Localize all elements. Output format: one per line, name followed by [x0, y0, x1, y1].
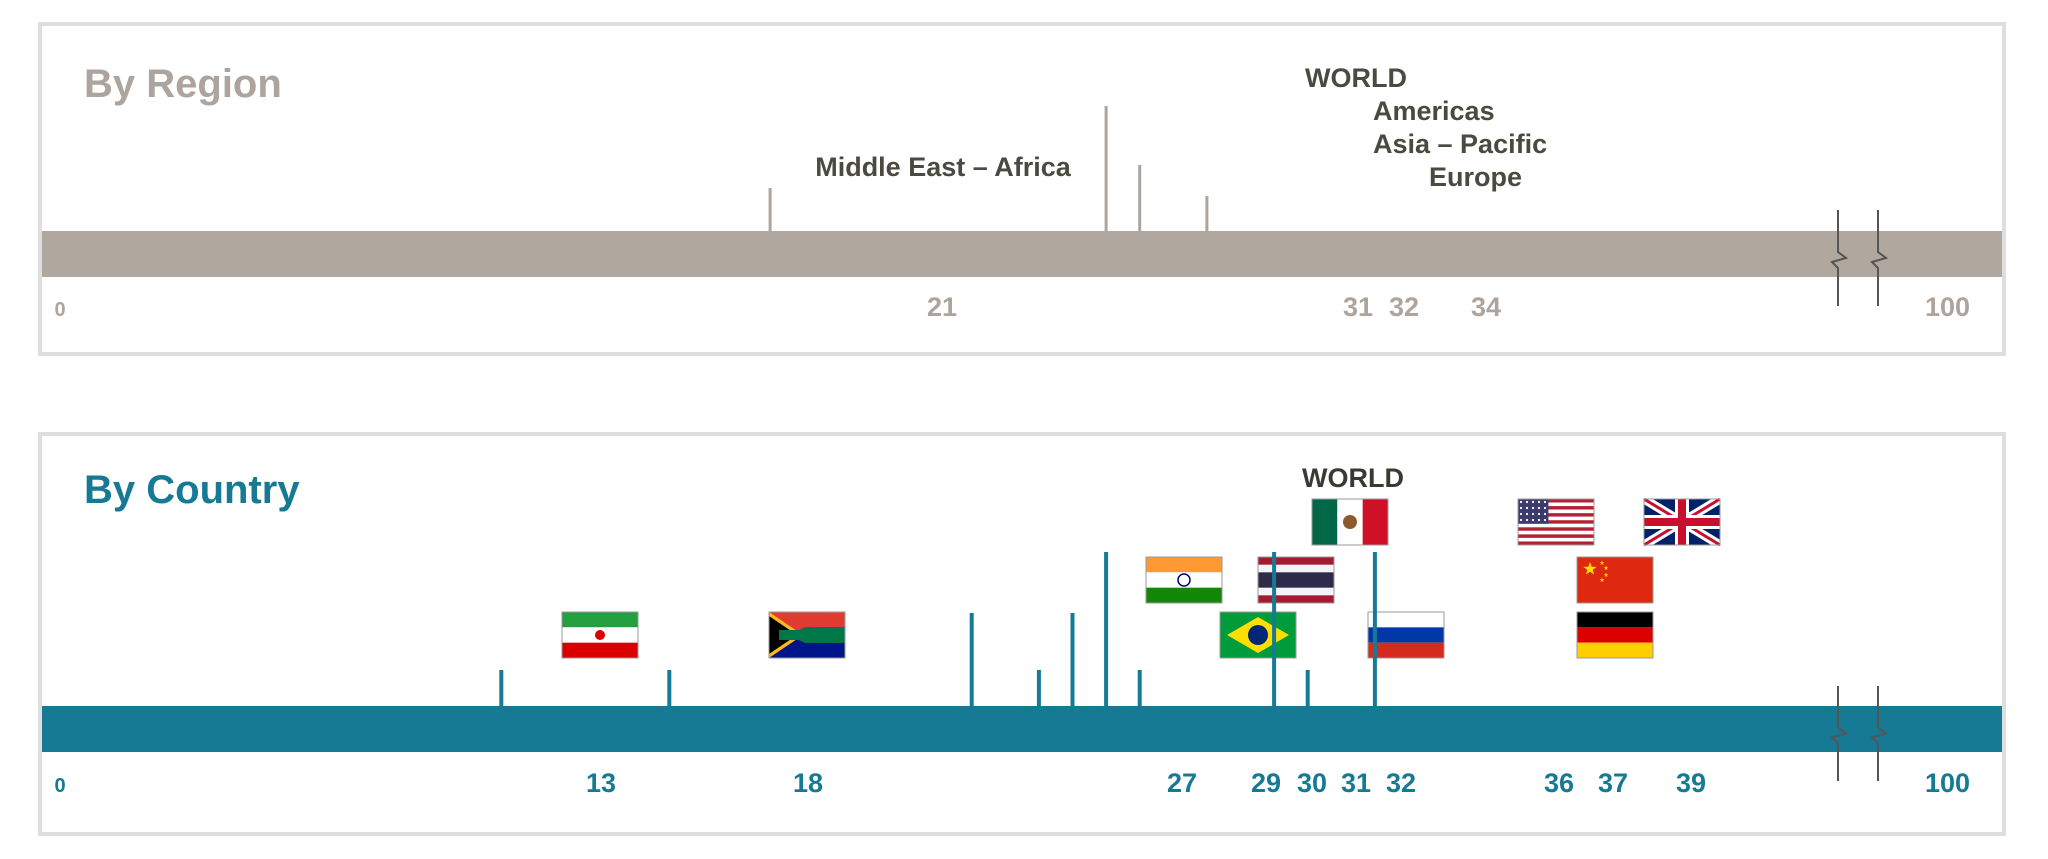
country-panel-title: By Country [84, 468, 300, 512]
country-value-label-7: 32 [1386, 768, 1416, 798]
region-label-3: Americas [1373, 96, 1495, 126]
iran-flag [561, 611, 639, 659]
country-tick-max: 100 [1925, 768, 1970, 798]
country-chart: 0 100 13 18 27 29 30 31 WORLD 32 36 37 39 [42, 463, 2002, 798]
country-value-label-4: 29 [1251, 768, 1281, 798]
region-axis-bar [42, 231, 2002, 277]
axis-break-mark-2 [1870, 210, 1889, 306]
region-label-4: Asia – Pacific [1373, 129, 1547, 159]
mexico-flag [1311, 498, 1389, 546]
country-axis-bar [42, 706, 2002, 752]
india-flag [1145, 556, 1223, 604]
region-chart: 0 100 Middle East – Africa 21 WORLD 31 America… [42, 63, 2002, 322]
country-value-label-6: 31 [1341, 768, 1371, 798]
china-flag [1576, 556, 1654, 604]
axis-break-mark-1 [1830, 686, 1849, 781]
country-tick-min: 0 [54, 775, 65, 797]
region-panel-title: By Region [84, 62, 282, 106]
south-africa-flag [768, 611, 846, 659]
russia-flag [1367, 611, 1445, 659]
region-value-label-1: 21 [927, 292, 957, 322]
country-value-label-9: 37 [1598, 768, 1628, 798]
region-panel: By Region 0 100 Middle East – Africa 21 WORL… [38, 22, 2006, 356]
country-world-label: WORLD [1302, 463, 1404, 493]
region-label-1: Middle East – Africa [815, 152, 1072, 182]
region-label-5: Europe [1429, 162, 1522, 192]
region-value-label-2: 31 [1343, 292, 1373, 322]
country-value-label-1: 13 [586, 768, 616, 798]
germany-flag [1576, 611, 1654, 659]
country-value-label-3: 27 [1167, 768, 1197, 798]
country-value-label-8: 36 [1544, 768, 1574, 798]
axis-break-mark-1 [1830, 210, 1849, 306]
region-tick-max: 100 [1925, 292, 1970, 322]
axis-break-mark-2 [1870, 686, 1889, 781]
region-tick-min: 0 [54, 299, 65, 321]
country-value-label-2: 18 [793, 768, 823, 798]
country-panel: By Country 0 100 13 18 27 29 30 31 WORLD 32 36 37 39 [38, 432, 2006, 836]
thailand-flag [1257, 556, 1335, 604]
country-value-label-11: 39 [1676, 768, 1706, 798]
region-value-label-3: 32 [1389, 292, 1419, 322]
uk-flag [1641, 495, 1723, 549]
region-label-2: WORLD [1305, 63, 1407, 93]
brazil-flag [1219, 611, 1297, 659]
usa-flag [1517, 498, 1595, 546]
country-value-label-5: 30 [1297, 768, 1327, 798]
region-value-label-5: 34 [1471, 292, 1501, 322]
